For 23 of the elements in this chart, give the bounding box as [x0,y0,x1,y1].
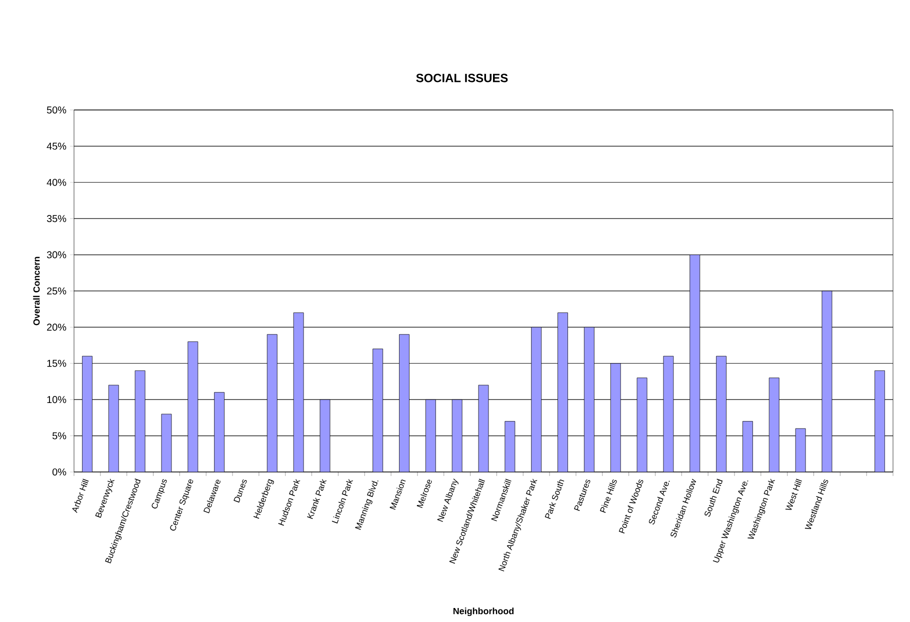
y-tick-label: 50% [46,106,66,114]
y-tick-label: 25% [47,287,66,295]
chart-title: SOCIAL ISSUES [416,74,508,82]
x-tick-label: South End [704,478,723,517]
y-axis-title: Overall Concern [33,256,40,326]
y-tick-label: 15% [47,360,66,367]
y-tick-label: 20% [47,324,66,331]
x-tick-label: Krank Park [307,478,327,520]
y-tick-label: 45% [46,142,66,150]
x-tick-label: Center Square [170,479,194,531]
x-tick-label: Lincoln Park [332,478,354,524]
y-tick-label: 35% [46,215,66,222]
x-tick-label: Arbor Hill [72,478,89,514]
x-tick-label: Pine Hills [600,480,617,513]
y-tick-label: 40% [46,178,66,186]
x-axis-title: Neighborhood [453,608,514,616]
y-tick-label: 10% [47,396,66,404]
y-tick-label: 5% [52,432,66,440]
x-tick-label: West Hill [785,478,802,510]
y-tick-label: 0% [52,468,66,476]
x-tick-label: Dunes [234,479,247,503]
x-tick-label: Park South [544,480,564,520]
y-tick-label: 30% [46,251,66,258]
